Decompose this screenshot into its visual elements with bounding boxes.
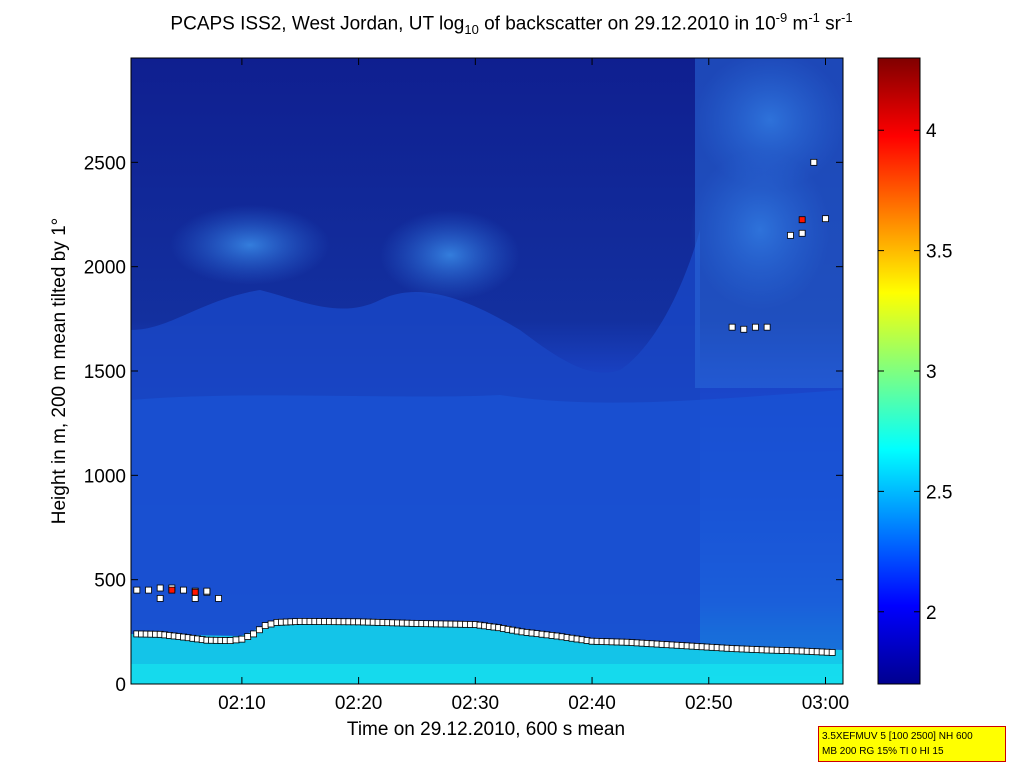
- plume-right-column: [695, 58, 843, 388]
- surface-bright-band: [131, 664, 843, 684]
- plume-left: [170, 205, 330, 285]
- x-tick-label: 02:30: [452, 693, 500, 714]
- layer-marker: [156, 584, 164, 592]
- settings-line-2: MB 200 RG 15% TI 0 HI 15: [822, 746, 944, 757]
- layer-marker: [191, 595, 199, 602]
- colorbar-tick-label: 2: [926, 603, 937, 624]
- y-tick-label: 1500: [84, 362, 126, 383]
- layer-marker: [810, 158, 818, 166]
- layer-marker-red: [798, 216, 806, 224]
- layer-marker: [763, 323, 771, 331]
- layer-marker: [798, 229, 806, 237]
- boundary-layer-marker: [226, 637, 234, 644]
- settings-line-1: 3.5XEFMUV 5 [100 2500] NH 600: [822, 731, 973, 742]
- boundary-layer-marker: [238, 635, 246, 643]
- layer-marker: [203, 587, 211, 595]
- boundary-layer-marker: [828, 649, 836, 656]
- chart-title: PCAPS ISS2, West Jordan, UT log10 of bac…: [170, 10, 853, 38]
- y-axis-label: Height in m, 200 m mean tilted by 1°: [49, 218, 70, 524]
- boundary-layer-marker: [232, 636, 240, 644]
- x-tick-label: 02:40: [568, 693, 616, 714]
- layer-marker: [728, 323, 736, 331]
- colorbar-tick-label: 2.5: [926, 482, 952, 503]
- layer-marker-red: [191, 588, 199, 596]
- boundary-layer-marker: [250, 630, 257, 638]
- colorbar-ticks: 2 2.5 3 3.5 4: [878, 121, 952, 624]
- boundary-layer-marker: [267, 620, 275, 628]
- axis-ticks: 02:10 02:20 02:30 02:40 02:50 03:00 0 500 1000 15…: [84, 58, 850, 714]
- layer-marker: [787, 231, 794, 239]
- layer-marker: [180, 586, 187, 594]
- y-tick-label: 2000: [84, 258, 126, 279]
- layer-marker: [752, 323, 759, 331]
- y-tick-label: 2500: [84, 153, 126, 174]
- layer-marker-red: [168, 586, 176, 594]
- colorbar: [877, 57, 921, 685]
- layer-marker: [133, 586, 141, 594]
- layer-marker: [740, 325, 748, 333]
- aerosol-lower-fill: [131, 390, 843, 684]
- layer-marker: [822, 215, 829, 223]
- x-tick-label: 02:20: [335, 693, 383, 714]
- boundary-layer-marker: [255, 626, 263, 634]
- colorbar-tick-label: 3: [926, 362, 937, 383]
- y-tick-label: 500: [94, 571, 126, 592]
- layer-marker: [145, 586, 152, 594]
- layer-marker: [156, 595, 164, 602]
- settings-info-box: 3.5XEFMUV 5 [100 2500] NH 600 MB 200 RG …: [818, 726, 1006, 762]
- colorbar-tick-label: 4: [926, 121, 937, 142]
- plume-center: [380, 210, 520, 300]
- x-tick-label: 02:50: [685, 693, 733, 714]
- x-tick-label: 02:10: [218, 693, 266, 714]
- boundary-layer-marker: [244, 633, 252, 640]
- x-tick-label: 03:00: [802, 693, 850, 714]
- y-tick-label: 0: [115, 675, 126, 696]
- marker-layer: [133, 158, 836, 656]
- colorbar-tick-label: 3.5: [926, 242, 952, 263]
- x-axis-label: Time on 29.12.2010, 600 s mean: [347, 719, 625, 740]
- y-tick-label: 1000: [84, 466, 126, 487]
- boundary-layer-marker: [261, 622, 269, 629]
- layer-marker: [215, 595, 222, 602]
